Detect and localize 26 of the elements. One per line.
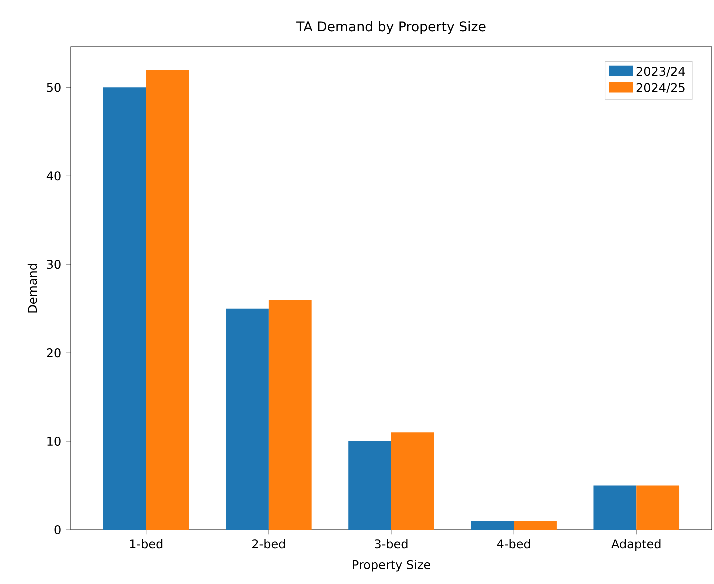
x-tick-label: 2-bed (252, 539, 286, 549)
bar (594, 486, 637, 530)
legend-label: 2023/24 (636, 67, 686, 78)
y-tick-label: 40 (46, 172, 61, 181)
y-axis-title: Demand (28, 264, 38, 313)
bar (392, 432, 434, 530)
bar (514, 521, 557, 530)
y-tick-label: 30 (47, 260, 61, 270)
y-tick-label: 0 (54, 525, 61, 535)
x-tick-label: 4-bed (497, 539, 530, 549)
bar (268, 300, 312, 530)
legend-label: 2024/25 (636, 83, 685, 94)
x-tick-label: 3-bed (375, 539, 408, 549)
bar (471, 521, 514, 530)
bar (103, 88, 146, 530)
x-tick-label: 1-bed (130, 539, 163, 549)
y-tick-label: 10 (48, 436, 61, 446)
chart-title: TA Demand by Property Size (296, 21, 486, 34)
bar (226, 308, 269, 530)
x-axis-title: Property Size (353, 560, 430, 572)
bar (348, 442, 392, 530)
x-tick-label: Adapted (612, 539, 661, 551)
bar (146, 70, 190, 530)
y-tick-label: 50 (47, 83, 61, 92)
bar (636, 486, 680, 530)
y-tick-label: 20 (47, 348, 61, 358)
